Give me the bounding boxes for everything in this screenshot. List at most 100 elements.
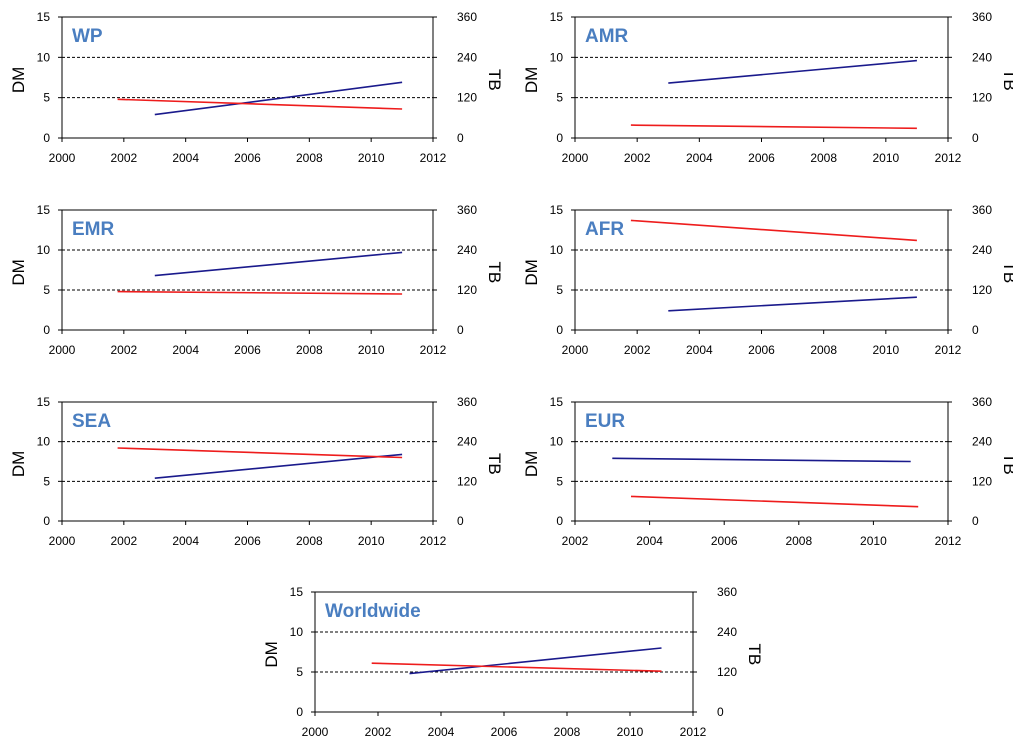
plot-frame	[61, 209, 434, 331]
x-tick-label: 2008	[296, 151, 323, 165]
y-tick-label: 5	[43, 474, 50, 488]
y-tick-label: 0	[556, 323, 563, 337]
x-tick-label: 2012	[420, 151, 447, 165]
y-tick-label: 15	[550, 10, 564, 24]
x-tick-label: 2010	[358, 343, 385, 357]
y-tick-label: 15	[550, 395, 564, 409]
x-tick-label: 2004	[636, 534, 663, 548]
x-tick-label: 2006	[234, 151, 261, 165]
y-tick-label: 10	[550, 243, 564, 257]
x-tick-label: 2000	[49, 151, 76, 165]
y2-tick-label: 240	[457, 435, 477, 449]
panel-title: WP	[72, 26, 103, 47]
series-line-blue	[154, 251, 403, 277]
x-tick-label: 2012	[420, 343, 447, 357]
series-line-blue	[668, 296, 917, 312]
x-tick-label: 2008	[296, 534, 323, 548]
y2-tick-label: 360	[457, 395, 477, 409]
y2-tick-label: 360	[972, 203, 992, 217]
x-tick-label: 2012	[935, 151, 962, 165]
panel-title: EUR	[585, 411, 625, 432]
y2-tick-label: 360	[972, 395, 992, 409]
y2-tick-label: 0	[972, 323, 979, 337]
chart-panel: 0 5 10 15 0 120 240 360 2000 2002 2004 2006 2008 2010…	[9, 10, 504, 165]
y2-tick-label: 240	[457, 50, 477, 64]
y-tick-label: 10	[550, 50, 564, 64]
x-tick-label: 2000	[49, 534, 76, 548]
panel-title: Worldwide	[325, 601, 421, 622]
x-tick-label: 2006	[748, 343, 775, 357]
y2-tick-label: 240	[457, 243, 477, 257]
y2-tick-label: 120	[457, 474, 477, 488]
series-line-red	[371, 662, 662, 672]
x-tick-label: 2012	[680, 725, 707, 739]
x-tick-label: 2008	[296, 343, 323, 357]
y-tick-label: 15	[37, 203, 51, 217]
y-tick-label: 10	[37, 243, 51, 257]
x-tick-label: 2000	[302, 725, 329, 739]
y2-tick-label: 120	[457, 91, 477, 105]
y2-axis-label: TB	[485, 262, 504, 284]
y2-tick-label: 120	[717, 665, 737, 679]
chart-panel: 0 5 10 15 0 120 240 360 2000 2002 2004 2006 2008 2010…	[9, 395, 504, 548]
x-tick-label: 2010	[872, 343, 899, 357]
y-axis-label: DM	[522, 451, 541, 477]
y-tick-label: 15	[290, 585, 304, 599]
y-tick-label: 0	[556, 131, 563, 145]
x-tick-label: 2006	[234, 343, 261, 357]
y2-tick-label: 240	[972, 50, 992, 64]
y-tick-label: 5	[556, 283, 563, 297]
y-tick-label: 15	[37, 10, 51, 24]
y2-tick-label: 360	[717, 585, 737, 599]
y-tick-label: 5	[556, 91, 563, 105]
y2-tick-label: 240	[717, 625, 737, 639]
y2-tick-label: 0	[457, 514, 464, 528]
series-line-red	[630, 124, 917, 130]
chart-panel: 0 5 10 15 0 120 240 360 2000 2002 2004 2006 2008 2010…	[9, 203, 504, 357]
panel-title: EMR	[72, 219, 115, 240]
series-line-red	[630, 219, 917, 242]
y-tick-label: 10	[37, 435, 51, 449]
x-tick-label: 2004	[428, 725, 455, 739]
y-tick-label: 0	[43, 131, 50, 145]
y-tick-label: 0	[43, 323, 50, 337]
y2-axis-label: TB	[745, 644, 764, 666]
chart-panel: 0 5 10 15 0 120 240 360 2002 2004 2006 2008 2010 2012…	[522, 395, 1013, 548]
chart-panel: 0 5 10 15 0 120 240 360 2000 2002 2004 2006 2008 2010…	[262, 585, 764, 739]
x-tick-label: 2002	[110, 534, 137, 548]
panel-title: AMR	[585, 26, 629, 47]
x-tick-label: 2006	[748, 151, 775, 165]
x-tick-label: 2012	[935, 343, 962, 357]
y-axis-label: DM	[9, 67, 28, 93]
y2-tick-label: 120	[457, 283, 477, 297]
y-tick-label: 10	[550, 435, 564, 449]
y-tick-label: 5	[296, 665, 303, 679]
plot-frame	[574, 209, 949, 331]
y-tick-label: 5	[43, 283, 50, 297]
y-tick-label: 10	[290, 625, 304, 639]
x-tick-label: 2000	[562, 151, 589, 165]
x-tick-label: 2006	[234, 534, 261, 548]
y-tick-label: 0	[296, 705, 303, 719]
y2-tick-label: 0	[972, 514, 979, 528]
y2-tick-label: 120	[972, 474, 992, 488]
plot-frame	[61, 16, 434, 139]
plot-frame	[574, 16, 949, 139]
chart-panel: 0 5 10 15 0 120 240 360 2000 2002 2004 2006 2008 2010…	[522, 203, 1013, 357]
y-axis-label: DM	[522, 67, 541, 93]
y2-tick-label: 0	[972, 131, 979, 145]
y-tick-label: 0	[43, 514, 50, 528]
series-line-red	[117, 98, 403, 110]
x-tick-label: 2004	[172, 343, 199, 357]
x-tick-label: 2004	[172, 151, 199, 165]
y-axis-label: DM	[9, 451, 28, 477]
x-tick-label: 2004	[686, 151, 713, 165]
x-tick-label: 2006	[711, 534, 738, 548]
y2-tick-label: 0	[457, 131, 464, 145]
series-line-blue	[668, 59, 917, 84]
y-tick-label: 5	[556, 474, 563, 488]
x-tick-label: 2004	[172, 534, 199, 548]
x-tick-label: 2000	[49, 343, 76, 357]
x-tick-label: 2010	[872, 151, 899, 165]
